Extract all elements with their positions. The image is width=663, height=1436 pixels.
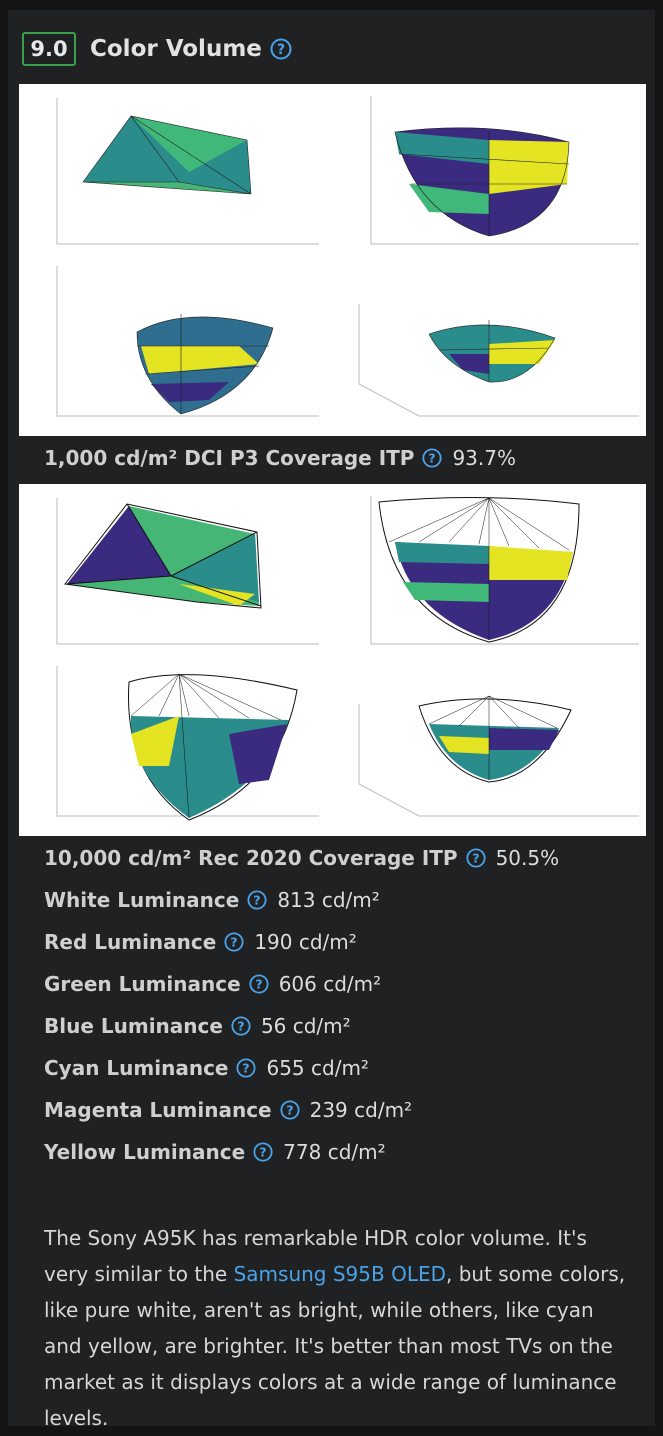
- metric-label: Green Luminance: [44, 972, 241, 996]
- svg-text:?: ?: [429, 451, 436, 466]
- metric-value: 50.5%: [495, 846, 560, 870]
- white-luminance-row: White Luminance ? 813 cd/m²: [44, 888, 380, 912]
- dci-p3-color-volume-plots: [19, 84, 646, 436]
- red-luminance-row: Red Luminance ? 190 cd/m²: [44, 930, 357, 954]
- metric-value: 778 cd/m²: [283, 1140, 386, 1164]
- svg-text:?: ?: [259, 1145, 266, 1160]
- rec2020-coverage-row: 10,000 cd/m² Rec 2020 Coverage ITP ? 50.…: [44, 846, 559, 870]
- question-circle-icon[interactable]: ?: [236, 1058, 257, 1078]
- metric-value: 56 cd/m²: [260, 1014, 351, 1038]
- question-circle-icon[interactable]: ?: [270, 38, 292, 60]
- metric-label: Yellow Luminance: [44, 1140, 246, 1164]
- blue-luminance-row: Blue Luminance ? 56 cd/m²: [44, 1014, 351, 1038]
- svg-text:?: ?: [237, 1019, 244, 1034]
- svg-text:?: ?: [255, 977, 262, 992]
- svg-text:?: ?: [277, 42, 285, 58]
- magenta-luminance-row: Magenta Luminance ? 239 cd/m²: [44, 1098, 412, 1122]
- metric-value: 655 cd/m²: [266, 1056, 369, 1080]
- cyan-luminance-row: Cyan Luminance ? 655 cd/m²: [44, 1056, 369, 1080]
- dci-p3-coverage-row: 1,000 cd/m² DCI P3 Coverage ITP ? 93.7%: [44, 446, 516, 470]
- description-part: The Sony A95K has remarkable HDR color v…: [44, 1226, 587, 1286]
- metric-value: 239 cd/m²: [309, 1098, 413, 1122]
- question-circle-icon[interactable]: ?: [231, 1016, 251, 1036]
- metric-value: 606 cd/m²: [278, 972, 382, 996]
- metric-label: White Luminance: [44, 888, 240, 912]
- metric-label: 1,000 cd/m² DCI P3 Coverage ITP: [44, 446, 415, 470]
- svg-text:?: ?: [286, 1103, 293, 1118]
- metric-label: Red Luminance: [44, 930, 217, 954]
- rec2020-color-volume-plots: [19, 484, 646, 836]
- metric-label: Magenta Luminance: [44, 1098, 272, 1122]
- metric-label: 10,000 cd/m² Rec 2020 Coverage ITP: [44, 846, 458, 870]
- svg-text:?: ?: [243, 1061, 250, 1076]
- question-circle-icon[interactable]: ?: [247, 890, 267, 910]
- section-header: 9.0 Color Volume ?: [22, 30, 292, 68]
- description-part: , but some colors, like pure white, aren…: [44, 1262, 626, 1430]
- metric-value: 190 cd/m²: [254, 930, 357, 954]
- svg-text:?: ?: [472, 851, 479, 866]
- metric-value: 813 cd/m²: [277, 888, 380, 912]
- question-circle-icon[interactable]: ?: [280, 1100, 300, 1120]
- question-circle-icon[interactable]: ?: [249, 974, 269, 994]
- question-circle-icon[interactable]: ?: [224, 932, 244, 952]
- yellow-luminance-row: Yellow Luminance ? 778 cd/m²: [44, 1140, 386, 1164]
- samsung-s95b-link[interactable]: Samsung S95B OLED: [233, 1262, 446, 1286]
- metric-label: Cyan Luminance: [44, 1056, 229, 1080]
- question-circle-icon[interactable]: ?: [422, 448, 442, 468]
- svg-text:?: ?: [231, 935, 238, 950]
- metric-value: 93.7%: [452, 446, 516, 470]
- green-luminance-row: Green Luminance ? 606 cd/m²: [44, 972, 381, 996]
- score-badge: 9.0: [22, 32, 76, 66]
- question-circle-icon[interactable]: ?: [253, 1142, 273, 1162]
- description-text: The Sony A95K has remarkable HDR color v…: [44, 1220, 634, 1436]
- svg-text:?: ?: [254, 893, 261, 908]
- section-title: Color Volume: [90, 36, 262, 62]
- question-circle-icon[interactable]: ?: [466, 848, 486, 868]
- metric-label: Blue Luminance: [44, 1014, 223, 1038]
